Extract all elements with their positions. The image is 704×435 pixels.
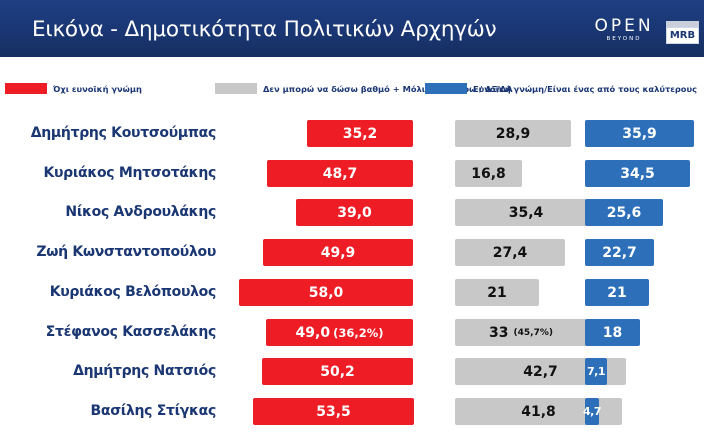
open-logo-text: OPEN — [594, 16, 654, 36]
unfavorable-bar: 53,5 — [253, 398, 414, 425]
neutral-value-label: 33 — [489, 324, 509, 341]
page-title: Εικόνα - Δημοτικότητα Πολιτικών Αρχηγών — [32, 17, 497, 42]
favorable-bar: 18 — [585, 319, 640, 346]
unfavorable-value-label: 49,9 — [320, 244, 356, 261]
neutral-value-label: 41,8 — [521, 403, 556, 420]
favorable-value-label: 18 — [602, 324, 623, 341]
legend-swatch-neutral — [215, 83, 257, 94]
favorable-bar: 35,9 — [585, 120, 694, 147]
unfavorable-bar: 39,0 — [296, 199, 413, 226]
unfavorable-value-label: 49,0 — [295, 324, 331, 341]
unfavorable-value-label: 53,5 — [316, 403, 351, 420]
legend-label-favorable: Ευνοϊκή γνώμη/Είναι ένας από τους καλύτε… — [473, 83, 698, 94]
leader-name: Στέφανος Κασσελάκης — [45, 324, 217, 340]
legend-swatch-favorable — [425, 83, 467, 94]
leader-name: Βασίλης Στίγκας — [90, 403, 217, 419]
favorable-value-label: 7,1 — [587, 365, 606, 378]
neutral-value-label: 28,9 — [495, 125, 531, 142]
unfavorable-bar: 50,2 — [262, 358, 413, 385]
leader-name: Νίκος Ανδρουλάκης — [65, 204, 216, 220]
unfavorable-value-label: 39,0 — [337, 204, 372, 221]
favorable-bar: 22,7 — [585, 239, 654, 266]
favorable-bar: 34,5 — [585, 160, 690, 187]
unfavorable-value-label: 35,2 — [342, 125, 378, 142]
unfavorable-bar: 35,2 — [307, 120, 413, 147]
favorable-value-label: 21 — [607, 284, 627, 301]
legend-swatch-unfavorable — [5, 83, 47, 94]
unfavorable-value-label: 58,0 — [308, 284, 344, 301]
neutral-secondary-value-label: (45,7%) — [513, 327, 553, 338]
unfavorable-bar: 58,0 — [239, 279, 413, 306]
legend-item-unfavorable: Όχι ευνοϊκή γνώμη — [5, 83, 142, 94]
header-bar: Εικόνα - Δημοτικότητα Πολιτικών Αρχηγών … — [0, 0, 704, 57]
open-logo-subtext: BEYOND — [606, 36, 642, 42]
leader-name: Δημήτρης Κουτσούμπας — [30, 125, 217, 141]
favorable-bar: 25,6 — [585, 199, 663, 226]
mrb-logo: MRB — [666, 21, 699, 44]
favorable-value-label: 34,5 — [620, 165, 655, 182]
legend-label-neutral: Δεν μπορώ να δώσω βαθμό + Μόλις που ξέρω… — [263, 83, 513, 94]
legend-label-unfavorable: Όχι ευνοϊκή γνώμη — [53, 83, 142, 94]
unfavorable-bar: 48,7 — [267, 160, 413, 187]
legend-item-favorable: Ευνοϊκή γνώμη/Είναι ένας από τους καλύτε… — [425, 83, 697, 94]
neutral-value-label: 42,7 — [523, 363, 558, 380]
favorable-value-label: 22,7 — [602, 244, 637, 261]
leader-name: Κυριάκος Μητσοτάκης — [43, 165, 216, 181]
leader-name: Ζωή Κωνσταντοπούλου — [36, 244, 216, 260]
unfavorable-value-label: 48,7 — [322, 165, 358, 182]
favorable-value-label: 35,9 — [622, 125, 657, 142]
legend-item-neutral: Δεν μπορώ να δώσω βαθμό + Μόλις που ξέρω… — [215, 83, 513, 94]
leader-name: Κυριάκος Βελόπουλος — [49, 284, 217, 300]
neutral-bar: 16,8 — [455, 160, 522, 187]
neutral-bar: 21 — [455, 279, 539, 306]
neutral-bar: 28,9 — [455, 120, 571, 147]
leader-name: Δημήτρης Νατσιός — [73, 363, 216, 379]
unfavorable-bar: 49,9 — [263, 239, 413, 266]
neutral-value-label: 16,8 — [471, 165, 506, 182]
unfavorable-bar: 49,0 (36,2%) — [266, 319, 413, 346]
neutral-bar: 33 (45,7%) — [455, 319, 587, 346]
neutral-value-label: 35,4 — [508, 204, 544, 221]
neutral-bar: 35,4 — [455, 199, 597, 226]
favorable-value-label: 4,7 — [583, 405, 602, 418]
favorable-bar: 21 — [585, 279, 649, 306]
neutral-value-label: 27,4 — [492, 244, 528, 261]
favorable-bar: 4,7 — [583, 398, 602, 425]
favorable-value-label: 25,6 — [606, 204, 642, 221]
open-beyond-logo: OPEN BEYOND — [594, 17, 654, 43]
unfavorable-value-label: 50,2 — [320, 363, 355, 380]
neutral-bar: 27,4 — [455, 239, 565, 266]
favorable-bar: 7,1 — [585, 358, 607, 385]
unfavorable-secondary-value-label: (36,2%) — [333, 325, 384, 340]
neutral-value-label: 21 — [487, 284, 507, 301]
